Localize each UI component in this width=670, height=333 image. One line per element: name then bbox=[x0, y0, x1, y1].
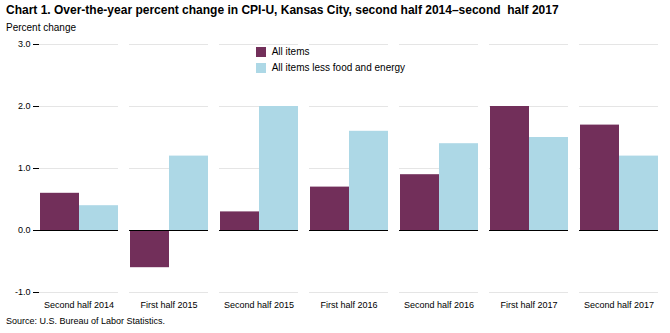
html-text:Percent change: Percent change bbox=[6, 22, 77, 33]
svg-text:2.0: 2.0 bbox=[18, 101, 31, 111]
svg-text:First half 2015: First half 2015 bbox=[140, 300, 197, 310]
html-text:Source: U.S. Bureau of Labor S: Source: U.S. Bureau of Labor Statistics. bbox=[6, 316, 166, 326]
svg-text:1.0: 1.0 bbox=[18, 163, 31, 173]
html-text:All items: All items bbox=[271, 46, 310, 57]
svg-text:Second half 2014: Second half 2014 bbox=[44, 300, 114, 310]
svg-text:Second half 2015: Second half 2015 bbox=[224, 300, 294, 310]
svg-text:First half 2017: First half 2017 bbox=[500, 300, 557, 310]
svg-text:3.0: 3.0 bbox=[18, 39, 31, 49]
html-text:Chart 1. Over-the-year percent: Chart 1. Over-the-year percent change in… bbox=[6, 3, 559, 17]
html-text:All items less food and energy: All items less food and energy bbox=[271, 62, 406, 73]
svg-text:0.0: 0.0 bbox=[18, 225, 31, 235]
svg-text:Second half 2016: Second half 2016 bbox=[404, 300, 474, 310]
svg-text:First half 2016: First half 2016 bbox=[320, 300, 377, 310]
svg-text:Second half 2017: Second half 2017 bbox=[584, 300, 654, 310]
svg-text:-1.0: -1.0 bbox=[15, 287, 31, 297]
